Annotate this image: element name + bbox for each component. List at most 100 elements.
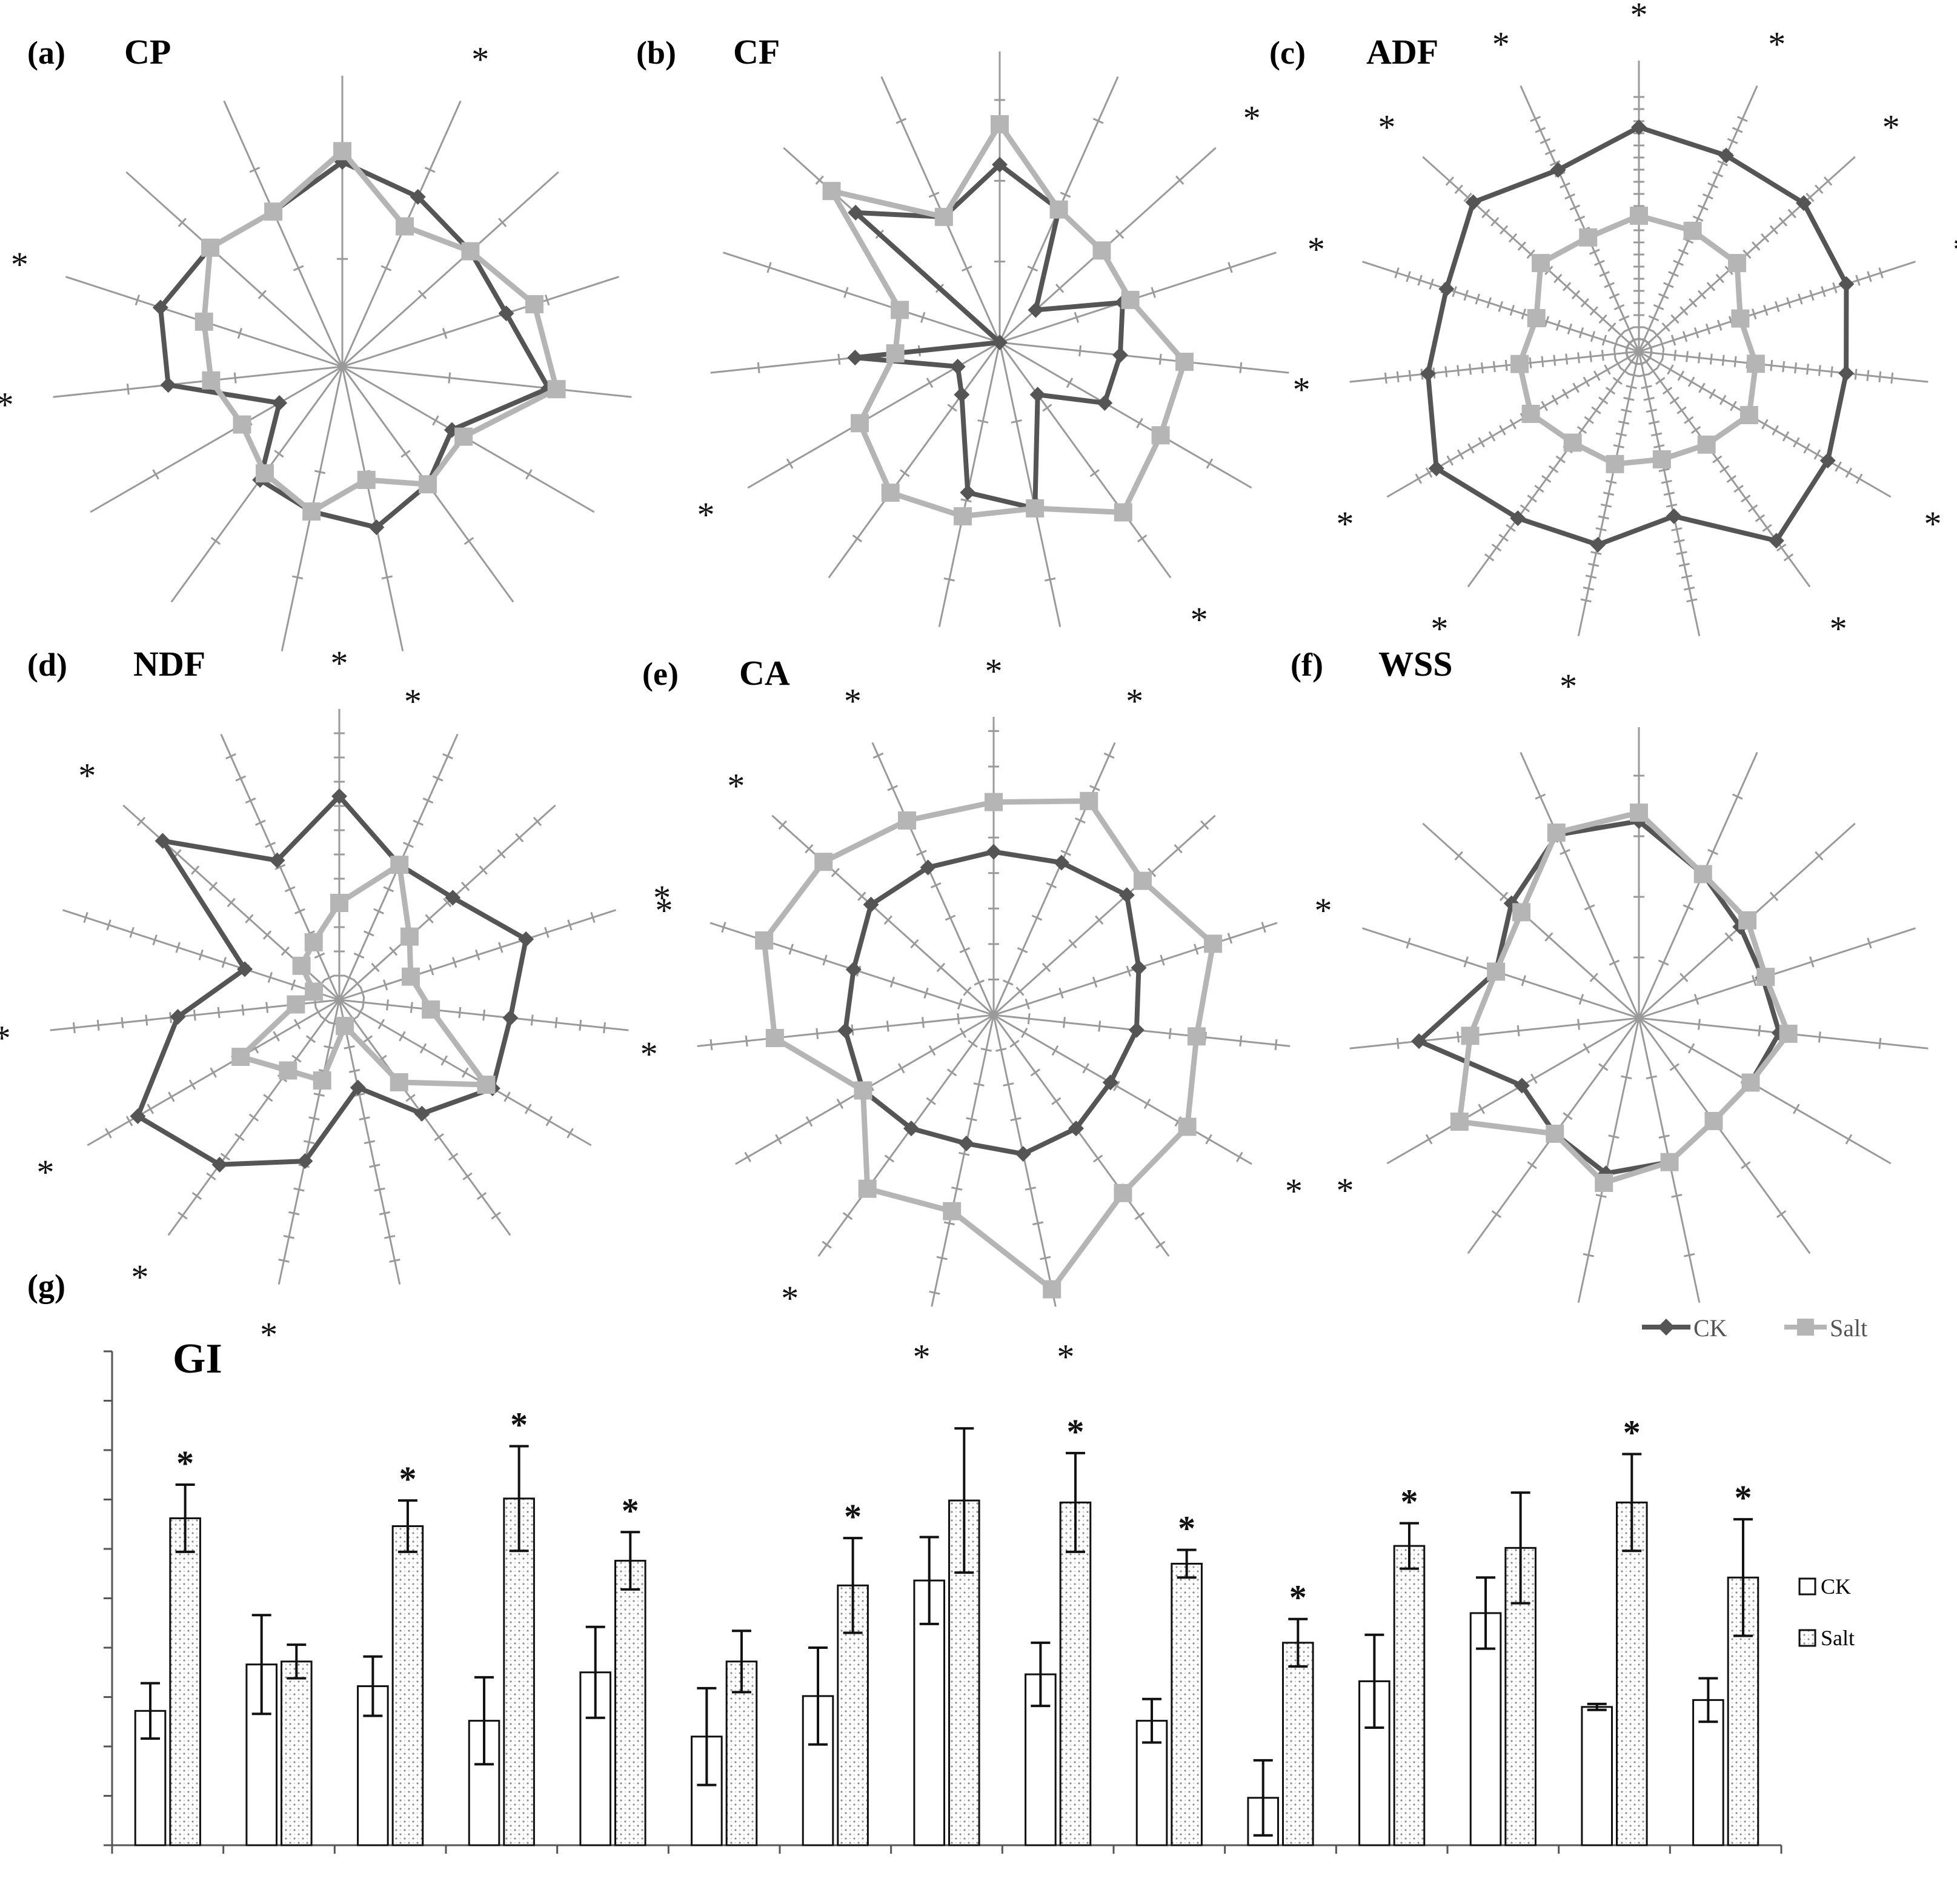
radar-point-ck (368, 519, 385, 536)
radar-tick (1609, 959, 1620, 966)
radar-tick (1758, 1025, 1761, 1037)
radar-tick (1529, 357, 1532, 368)
radar-tick (1463, 956, 1469, 968)
radar-tick (1541, 356, 1544, 367)
radar-tick (805, 844, 814, 854)
panel-title: ADF (1366, 32, 1438, 72)
radar-point-salt (454, 427, 473, 446)
panel-title: GI (173, 1336, 222, 1382)
radar-point-ck (414, 1105, 430, 1122)
significance-star: * (1315, 891, 1332, 930)
radar-tick (1486, 297, 1492, 308)
radar-tick (359, 1116, 370, 1120)
radar-point-salt (313, 1071, 331, 1090)
radar-tick (374, 1187, 385, 1192)
significance-star: * (1293, 370, 1311, 410)
radar-tick (721, 922, 726, 933)
radar-tick (995, 1047, 1007, 1052)
radar-tick (1574, 215, 1586, 222)
radar-tick (479, 865, 488, 875)
radar-tick (1692, 215, 1704, 222)
radar-tick (1684, 1253, 1695, 1257)
radar-point-salt (231, 1048, 250, 1066)
radar-tick (344, 1045, 355, 1050)
radar-tick (399, 1031, 406, 1042)
radar-tick (1595, 527, 1607, 531)
radar-tick (1475, 293, 1480, 305)
radar-tick (567, 919, 573, 931)
radar-tick (362, 997, 365, 1008)
radar-tick (1761, 419, 1769, 430)
bar-salt (1059, 1501, 1092, 1846)
radar-point-salt (1579, 228, 1598, 247)
radar-tick (1646, 1075, 1657, 1080)
radar-tick (1092, 976, 1098, 988)
radar-tick (923, 987, 929, 999)
radar-tick (1613, 444, 1624, 448)
legend-salt-marker (1797, 1319, 1814, 1336)
radar-tick (434, 1133, 444, 1142)
radar-tick (348, 1069, 360, 1073)
bar-salt (614, 1560, 646, 1846)
radar-point-ck (350, 1079, 366, 1096)
legend-ck-marker (1658, 1319, 1675, 1336)
radar-tick (1565, 353, 1569, 365)
radar-tick (1733, 356, 1737, 367)
radar-tick (1517, 1025, 1520, 1037)
radar-tick (1155, 1240, 1166, 1249)
radar-tick (1590, 331, 1596, 342)
radar-tick (957, 1013, 960, 1025)
radar-tick (977, 419, 989, 424)
significance-star: * (1378, 107, 1395, 147)
radar-tick (178, 218, 187, 227)
radar-tick (1648, 315, 1660, 322)
radar-tick (380, 265, 392, 271)
significance-star: * (1882, 107, 1900, 147)
radar-tick (381, 575, 393, 580)
significance-star: * (1492, 24, 1510, 64)
radar-tick (377, 1019, 385, 1030)
radar-tick (1562, 282, 1572, 291)
radar-tick (900, 469, 910, 478)
radar-tick (1778, 217, 1787, 227)
radar-tick (887, 785, 899, 791)
radar-point-salt (1121, 290, 1140, 309)
radar-tick (1832, 282, 1838, 293)
radar-tick (191, 1192, 202, 1200)
radar-tick (1641, 385, 1652, 390)
radar-tick (1593, 370, 1601, 381)
radar-tick (1063, 1017, 1066, 1028)
radar-tick (1228, 262, 1233, 273)
radar-tick (364, 1140, 376, 1145)
radar-tick (1484, 553, 1495, 562)
radar-tick (805, 1116, 813, 1127)
radar-series-line-salt (829, 121, 1188, 519)
radar-tick (1629, 337, 1640, 344)
radar-tick (947, 404, 957, 412)
radar-point-salt (1738, 911, 1757, 930)
radar-point-salt (1563, 433, 1582, 452)
radar-tick (1467, 443, 1475, 454)
radar-tick (1082, 1063, 1089, 1074)
radar-tick (96, 1019, 100, 1031)
radar-tick (1508, 233, 1518, 243)
radar-tick (1396, 371, 1400, 382)
radar-tick (1454, 851, 1463, 861)
radar-tick (371, 962, 380, 973)
radar-tick (1605, 387, 1616, 395)
radar-point-salt (1660, 1153, 1679, 1171)
radar-tick (1578, 327, 1584, 339)
radar-point-salt (422, 1000, 440, 1019)
radar-tick (1567, 323, 1573, 335)
radar-tick (1752, 975, 1757, 987)
significance-star: * (1630, 0, 1648, 35)
significance-star: * (0, 385, 14, 425)
radar-tick (843, 287, 849, 298)
radar-point-salt (1746, 355, 1765, 373)
radar-tick (1030, 1068, 1041, 1077)
radar-tick (145, 1014, 148, 1026)
radar-tick (1160, 954, 1165, 966)
radar-tick (1429, 278, 1434, 290)
radar-tick (1668, 271, 1679, 278)
radar-tick (1151, 287, 1156, 298)
